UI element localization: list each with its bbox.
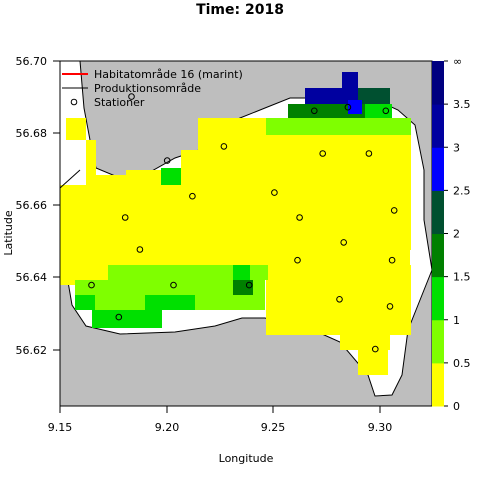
heatmap-cell <box>86 140 96 185</box>
station-marker <box>365 150 373 157</box>
station-marker <box>170 281 177 289</box>
heatmap-cell <box>348 100 362 114</box>
heatmap-cell <box>75 295 95 310</box>
colorbar-segment <box>432 104 444 148</box>
heatmap-cell <box>288 104 378 118</box>
heatmap-cell <box>161 168 181 185</box>
colorbar-label: 1 <box>453 314 460 327</box>
legend: Habitatområde 16 (marint) Produktionsomr… <box>62 68 243 109</box>
station-marker <box>121 214 129 221</box>
heatmap-cell <box>365 104 392 118</box>
station-marker <box>388 256 396 264</box>
heatmap-cell <box>266 265 411 335</box>
y-tick-label: 56.66 <box>16 199 48 212</box>
y-axis: 56.70 56.68 56.66 56.64 56.62 Latitude <box>2 55 61 357</box>
heatmap-cell <box>92 310 162 328</box>
heatmap-cell <box>60 185 410 265</box>
colorbar-label: 3.5 <box>453 98 471 111</box>
colorbar-label: 2 <box>453 228 460 241</box>
heatmap-cell <box>66 118 86 140</box>
station-marker <box>311 107 318 115</box>
station-marker <box>390 207 398 214</box>
heatmap-cell <box>250 265 265 285</box>
x-tick-label: 9.20 <box>155 421 180 434</box>
heatmap-cell <box>198 118 268 150</box>
station-marker <box>128 93 135 100</box>
colorbar-segment <box>432 147 444 191</box>
station-marker <box>163 157 171 164</box>
legend-station-marker <box>70 98 78 106</box>
colorbar-segment <box>432 319 444 364</box>
heatmap-cell <box>145 295 195 310</box>
heatmap-cell <box>195 295 265 310</box>
station-marker <box>115 313 123 321</box>
x-axis: 9.15 9.20 9.25 9.30 Longitude <box>48 405 393 465</box>
colorbar-segment <box>432 362 444 407</box>
colorbar-label: 0 <box>453 400 460 413</box>
x-tick-label: 9.30 <box>368 421 393 434</box>
x-tick-label: 9.15 <box>48 421 73 434</box>
colorbar-label: 1.5 <box>453 271 471 284</box>
legend-production-label: Produktionsområde <box>94 82 201 95</box>
heatmap-cells <box>60 72 411 375</box>
heatmap-cell <box>358 88 390 104</box>
colorbar-label: 3 <box>453 141 460 154</box>
x-axis-label: Longitude <box>219 452 274 465</box>
station-marker <box>220 143 228 150</box>
station-marker <box>372 345 379 353</box>
station-marker <box>271 189 278 196</box>
station-marker <box>382 107 390 115</box>
stations-layer <box>88 93 398 353</box>
station-marker <box>245 281 253 289</box>
colorbar-label: 2.5 <box>453 184 471 197</box>
station-marker <box>336 296 343 303</box>
station-marker <box>340 239 348 246</box>
legend-stations-label: Stationer <box>94 96 145 109</box>
heatmap-cell <box>233 280 253 295</box>
heatmap-cell <box>95 295 145 310</box>
heatmap-cell <box>342 72 358 88</box>
station-marker <box>344 103 352 111</box>
y-tick-label: 56.68 <box>16 127 48 140</box>
heatmap-cell <box>181 150 266 185</box>
colorbar-segment <box>432 276 444 321</box>
heatmap-cell <box>266 118 411 135</box>
station-marker <box>386 303 394 310</box>
y-tick-label: 56.62 <box>16 344 48 357</box>
station-marker <box>88 281 95 289</box>
heatmap-cell <box>75 280 145 295</box>
colorbar-segment <box>432 233 444 278</box>
y-tick-label: 56.64 <box>16 271 48 284</box>
colorbar-segment <box>432 61 444 105</box>
colorbar-label: 0.5 <box>453 357 471 370</box>
station-marker <box>319 150 327 157</box>
colorbar: 0 0.5 1 1.5 2 2.5 3 3.5 ∞ <box>432 55 471 413</box>
colorbar-segment <box>432 190 444 235</box>
x-tick-label: 9.25 <box>261 421 286 434</box>
production-area-line <box>59 169 81 189</box>
y-tick-label: 56.70 <box>16 55 48 68</box>
station-marker <box>296 214 303 221</box>
map-title: Time: 2018 <box>196 2 284 18</box>
y-axis-label: Latitude <box>2 210 15 256</box>
station-marker <box>136 246 144 253</box>
station-marker <box>294 256 301 264</box>
colorbar-label: ∞ <box>453 55 462 68</box>
station-marker <box>189 192 196 200</box>
legend-habitat-label: Habitatområde 16 (marint) <box>94 68 243 81</box>
